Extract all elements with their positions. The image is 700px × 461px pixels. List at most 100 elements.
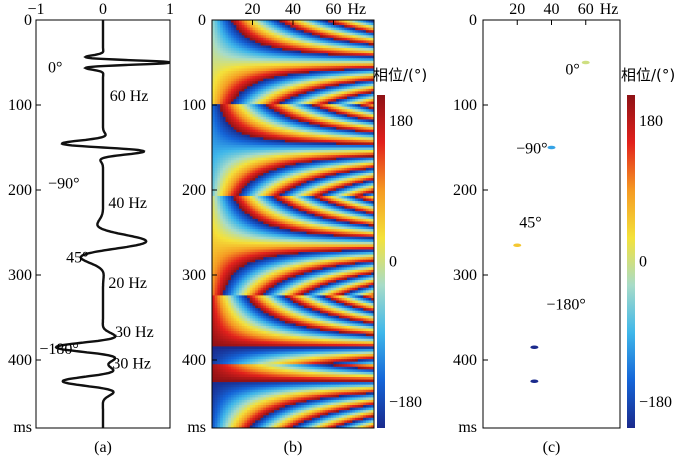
heatmap-cell (222, 53, 227, 57)
heatmap-cell (214, 50, 218, 54)
heatmap-cell (301, 42, 305, 47)
heatmap-cell (293, 190, 297, 194)
heatmap-cell (279, 93, 283, 98)
heatmap-cell (244, 45, 248, 49)
heatmap-cell (293, 122, 297, 126)
heatmap-cell (290, 155, 294, 159)
heatmap-cell (244, 201, 248, 205)
heatmap-cell (336, 157, 340, 161)
heatmap-cell (222, 109, 227, 113)
heatmap-cell (325, 193, 329, 197)
heatmap-cell (328, 83, 332, 87)
heatmap-cell (344, 175, 348, 179)
heatmap-cell (268, 134, 272, 138)
heatmap-cell (268, 157, 272, 161)
heatmap-cell (303, 111, 308, 115)
heatmap-cell (225, 201, 229, 205)
heatmap-cell (287, 76, 291, 80)
heatmap-cell (328, 86, 332, 90)
heatmap-cell (257, 152, 262, 156)
heatmap-cell (309, 162, 313, 166)
heatmap-cell (368, 60, 372, 64)
heatmap-cell (230, 86, 235, 90)
heatmap-cell (338, 83, 343, 87)
heatmap-cell (220, 147, 224, 151)
heatmap-cell (212, 42, 216, 47)
heatmap-cell (293, 198, 297, 202)
heatmap-cell (357, 50, 362, 54)
heatmap-cell (266, 60, 270, 64)
heatmap-cell (244, 40, 248, 44)
heatmap-cell (228, 193, 232, 197)
heatmap-cell (230, 224, 235, 228)
heatmap-cell (260, 55, 264, 59)
heatmap-cell (303, 20, 308, 24)
heatmap-cell (257, 124, 262, 128)
heatmap-cell (257, 45, 262, 49)
heatmap-cell (222, 32, 227, 36)
heatmap-cell (371, 58, 374, 62)
heatmap-cell (341, 78, 345, 82)
heatmap-cell (217, 55, 221, 59)
heatmap-cell (282, 188, 286, 192)
heatmap-cell (276, 132, 281, 136)
heatmap-cell (287, 122, 291, 126)
heatmap-cell (333, 58, 337, 62)
heatmap-cell (263, 203, 267, 207)
heatmap-cell (274, 224, 278, 228)
heatmap-cell (230, 198, 235, 202)
heatmap-cell (214, 137, 218, 141)
heatmap-cell (212, 144, 216, 149)
heatmap-cell (266, 134, 270, 138)
heatmap-cell (349, 78, 353, 82)
heatmap-cell (301, 63, 305, 67)
heatmap-cell (355, 216, 359, 220)
heatmap-cell (222, 178, 227, 182)
heatmap-cell (290, 106, 294, 110)
heatmap-cell (287, 201, 291, 205)
heatmap-cell (347, 216, 351, 220)
heatmap-cell (271, 224, 275, 228)
heatmap-cell (309, 88, 313, 92)
heatmap-cell (363, 122, 367, 126)
heatmap-cell (338, 213, 343, 217)
heatmap-cell (271, 218, 275, 223)
heatmap-cell (271, 195, 275, 200)
heatmap-cell (257, 203, 262, 207)
heatmap-cell (276, 167, 281, 172)
heatmap-cell (222, 185, 227, 189)
heatmap-cell (320, 104, 324, 108)
heatmap-cell (360, 152, 364, 156)
heatmap-cell (290, 180, 294, 184)
heatmap-cell (322, 53, 326, 57)
heatmap-cell (328, 180, 332, 184)
heatmap-cell (236, 173, 240, 177)
heatmap-cell (260, 35, 264, 39)
heatmap-cell (317, 157, 321, 161)
heatmap-cell (371, 106, 374, 110)
heatmap-cell (298, 129, 302, 133)
heatmap-cell (230, 81, 235, 85)
heatmap-cell (347, 86, 351, 90)
heatmap-cell (336, 124, 340, 128)
heatmap-cell (236, 106, 240, 110)
heatmap-cell (352, 93, 356, 98)
heatmap-cell (217, 86, 221, 90)
heatmap-cell (322, 147, 326, 151)
heatmap-cell (330, 55, 335, 59)
heatmap-cell (371, 162, 374, 166)
heatmap-cell (230, 211, 235, 215)
heatmap-cell (352, 119, 356, 123)
heatmap-cell (244, 35, 248, 39)
heatmap-cell (338, 155, 343, 159)
heatmap-cell (365, 160, 370, 164)
heatmap-cell (371, 124, 374, 128)
heatmap-cell (325, 32, 329, 36)
heatmap-cell (320, 152, 324, 156)
panel-label-a: (a) (94, 439, 112, 456)
heatmap-cell (355, 35, 359, 39)
heatmap-cell (276, 83, 281, 87)
heatmap-cell (239, 111, 243, 115)
heatmap-cell (274, 137, 278, 141)
heatmap-cell (311, 221, 316, 225)
